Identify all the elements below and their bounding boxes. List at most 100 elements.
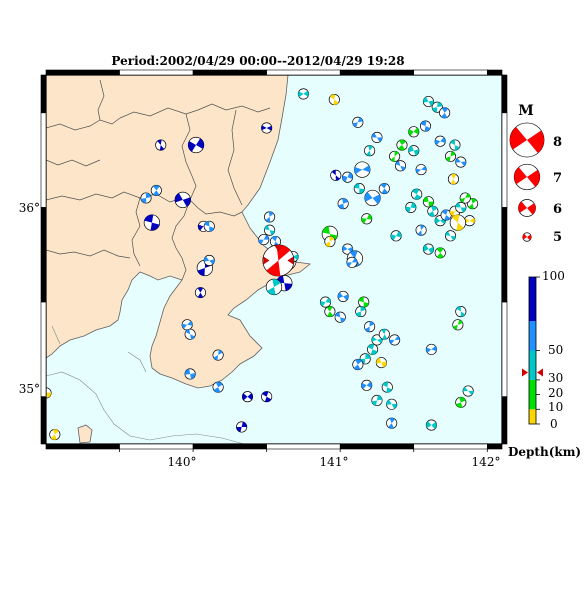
magnitude-label-7: 7 bbox=[553, 171, 562, 186]
focal-mechanism bbox=[455, 201, 467, 214]
focal-mechanism bbox=[324, 235, 336, 248]
focal-mechanism bbox=[352, 116, 364, 128]
focal-mechanism bbox=[381, 381, 393, 393]
focal-mechanism bbox=[439, 107, 451, 119]
focal-mechanism bbox=[455, 156, 467, 168]
magnitude-legend-icon bbox=[513, 163, 541, 191]
lat-axis-labels: 36° 35° bbox=[19, 201, 40, 396]
focal-mechanism bbox=[364, 321, 376, 333]
focal-mechanism bbox=[334, 311, 346, 323]
focal-mechanism bbox=[425, 419, 437, 431]
focal-mechanism bbox=[444, 230, 457, 242]
focal-mechanism bbox=[261, 122, 273, 134]
focal-mechanism bbox=[452, 319, 464, 331]
focal-mechanism bbox=[396, 139, 408, 151]
focal-mechanism bbox=[427, 205, 439, 217]
focal-mechanism bbox=[181, 319, 193, 331]
island bbox=[77, 424, 93, 444]
focal-mechanism bbox=[425, 343, 437, 355]
lat-label-35: 35° bbox=[19, 382, 40, 396]
focal-mechanism bbox=[405, 201, 417, 214]
lon-label-141: 141° bbox=[320, 455, 349, 469]
depth-band bbox=[529, 277, 536, 322]
depth-band bbox=[529, 409, 536, 424]
focal-mechanism bbox=[328, 94, 340, 106]
focal-mechanism bbox=[194, 287, 207, 299]
focal-mechanism bbox=[361, 213, 373, 225]
focal-mechanism bbox=[378, 328, 390, 340]
focal-mechanism bbox=[337, 198, 349, 210]
focal-mechanism bbox=[355, 305, 367, 318]
focal-mechanism bbox=[444, 150, 457, 162]
magnitude-legend-icon bbox=[522, 232, 532, 242]
focal-mechanism bbox=[422, 95, 435, 108]
focal-mechanism bbox=[462, 385, 474, 397]
magnitude-legend-icons bbox=[509, 122, 545, 242]
focal-mechanism bbox=[389, 150, 401, 162]
focal-mechanism bbox=[264, 224, 276, 236]
focal-mechanism bbox=[297, 88, 309, 100]
focal-mechanism bbox=[371, 334, 383, 346]
depth-scale: 100 50 30 20 10 0 Depth(km) bbox=[508, 269, 581, 459]
focal-mechanism bbox=[386, 398, 398, 410]
focal-mechanism bbox=[390, 230, 402, 242]
magnitude-legend-title: M bbox=[518, 103, 534, 119]
focal-mechanism bbox=[319, 296, 332, 308]
focal-mechanism bbox=[371, 131, 383, 143]
focal-mechanism bbox=[184, 328, 196, 340]
focal-mechanism bbox=[203, 220, 215, 232]
focal-mechanism bbox=[353, 182, 365, 195]
map-title: Period:2002/04/29 00:00--2012/04/29 19:2… bbox=[111, 54, 404, 68]
focal-mechanism bbox=[431, 101, 443, 113]
depth-band bbox=[529, 321, 536, 351]
focal-mechanism bbox=[371, 394, 383, 407]
focal-mechanism bbox=[459, 192, 471, 204]
focal-mechanism bbox=[449, 214, 467, 231]
depth-tick-100: 100 bbox=[542, 269, 565, 283]
focal-mechanism bbox=[341, 243, 354, 255]
focal-mechanism bbox=[364, 189, 381, 207]
magnitude-label-6: 6 bbox=[553, 202, 562, 217]
focal-mechanism bbox=[203, 254, 215, 266]
focal-mechanism bbox=[140, 192, 152, 204]
focal-mechanism bbox=[359, 353, 371, 365]
focal-mechanism bbox=[241, 391, 254, 403]
focal-mechanism bbox=[419, 120, 432, 132]
focal-mechanism bbox=[265, 278, 283, 296]
focal-mechanism bbox=[187, 136, 205, 154]
focal-mechanism bbox=[258, 234, 270, 246]
focal-mechanism bbox=[455, 396, 467, 408]
depth-tick-0: 0 bbox=[550, 417, 558, 431]
focal-mechanism bbox=[174, 191, 191, 209]
depth-tick-10: 10 bbox=[548, 400, 563, 414]
focal-mechanism bbox=[422, 196, 435, 208]
bathymetry-contours bbox=[46, 325, 245, 444]
focal-mechanism bbox=[422, 243, 435, 255]
prefecture-boundaries bbox=[46, 79, 271, 281]
magnitude-legend-icon bbox=[518, 199, 536, 217]
magnitude-label-5: 5 bbox=[553, 230, 562, 245]
focal-mechanism bbox=[464, 215, 476, 227]
map-area bbox=[46, 75, 502, 444]
lon-label-140: 140° bbox=[168, 455, 197, 469]
focal-mechanism bbox=[341, 171, 354, 183]
focal-mechanism bbox=[46, 387, 52, 399]
focal-mechanism bbox=[434, 247, 446, 259]
depth-band bbox=[529, 379, 536, 410]
focal-mechanism bbox=[447, 173, 460, 185]
focal-mechanism bbox=[212, 349, 224, 361]
focal-mechanism bbox=[467, 198, 479, 210]
focal-mechanism bbox=[261, 391, 273, 403]
lat-label-36: 36° bbox=[19, 201, 40, 215]
focal-mechanism bbox=[358, 296, 370, 308]
lon-axis-labels: 140° 141° 142° bbox=[168, 455, 501, 469]
magnitude-label-8: 8 bbox=[553, 135, 562, 150]
depth-scale-title: Depth(km) bbox=[508, 445, 581, 459]
focal-mechanism bbox=[184, 368, 196, 380]
focal-mechanism bbox=[415, 224, 427, 236]
focal-mechanism bbox=[352, 358, 364, 371]
focal-mechanism bbox=[364, 145, 376, 157]
depth-band bbox=[529, 350, 536, 380]
focal-mechanism bbox=[337, 290, 349, 302]
